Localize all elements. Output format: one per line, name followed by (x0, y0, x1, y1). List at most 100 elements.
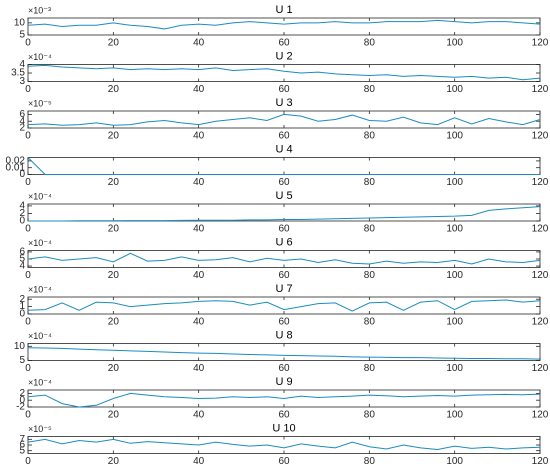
y-exponent: ×10⁻⁴ (28, 52, 52, 62)
y-tick-label: 7 (19, 434, 25, 445)
x-tick-label: 0 (25, 317, 31, 328)
y-tick-label: 0.02 (6, 156, 26, 167)
x-tick-label: 80 (364, 131, 376, 142)
x-tick-label: 100 (446, 38, 463, 49)
y-exponent: ×10⁻⁴ (28, 377, 52, 387)
y-tick-label: 4 (19, 116, 25, 127)
data-line (27, 438, 541, 451)
x-tick-label: 60 (278, 224, 290, 235)
x-tick-label: 40 (193, 224, 205, 235)
x-tick-label: 80 (364, 177, 376, 188)
x-tick-label: 20 (108, 38, 120, 49)
x-tick-label: 40 (193, 177, 205, 188)
x-tick-label: 0 (25, 363, 31, 374)
data-line (27, 392, 541, 408)
x-tick-label: 100 (446, 456, 463, 467)
y-tick-label: 5 (19, 254, 25, 265)
subplot-title: U 8 (275, 329, 292, 341)
y-tick-label: -2 (16, 402, 25, 413)
y-tick-label: 0 (19, 216, 25, 227)
y-tick-label: 6 (19, 247, 25, 258)
x-tick-label: 60 (278, 131, 290, 142)
data-line (27, 64, 541, 81)
x-tick-label: 100 (446, 84, 463, 95)
subplot-title: U 5 (275, 190, 292, 202)
x-tick-label: 120 (532, 270, 549, 281)
y-tick-label: 2 (19, 388, 25, 399)
y-tick-label: 0 (19, 169, 25, 180)
x-tick-label: 40 (193, 270, 205, 281)
y-tick-label: 6 (19, 109, 25, 120)
x-tick-label: 120 (532, 177, 549, 188)
x-tick-label: 20 (108, 317, 120, 328)
x-tick-label: 120 (532, 317, 549, 328)
x-tick-label: 20 (108, 456, 120, 467)
data-line (27, 252, 541, 265)
y-tick-label: 2 (19, 123, 25, 134)
x-tick-label: 40 (193, 363, 205, 374)
data-line (27, 299, 541, 312)
x-tick-label: 20 (108, 270, 120, 281)
x-tick-label: 120 (532, 131, 549, 142)
x-tick-label: 40 (193, 456, 205, 467)
x-tick-label: 80 (364, 38, 376, 49)
y-tick-label: 3.5 (11, 68, 25, 79)
y-tick-label: 4 (19, 59, 25, 70)
y-exponent: ×10⁻⁵ (28, 98, 52, 108)
y-tick-label: 0 (19, 395, 25, 406)
x-tick-label: 100 (446, 177, 463, 188)
x-tick-label: 0 (25, 270, 31, 281)
y-exponent: ×10⁻⁴ (28, 284, 52, 294)
x-tick-label: 40 (193, 131, 205, 142)
x-tick-label: 60 (278, 177, 290, 188)
data-line (27, 113, 541, 126)
y-tick-label: 4 (19, 261, 25, 272)
y-tick-label: 5 (19, 445, 25, 456)
y-exponent: ×10⁻⁴ (28, 191, 52, 201)
x-tick-label: 20 (108, 84, 120, 95)
x-tick-label: 0 (25, 456, 31, 467)
x-tick-label: 0 (25, 131, 31, 142)
subplot-title: U 3 (275, 97, 292, 109)
y-tick-label: 5 (19, 355, 25, 366)
y-exponent: ×10⁻⁵ (28, 424, 52, 434)
x-tick-label: 100 (446, 224, 463, 235)
data-line (28, 206, 541, 222)
x-tick-label: 100 (446, 270, 463, 281)
x-tick-label: 80 (364, 84, 376, 95)
subplot-title: U 2 (275, 50, 292, 62)
y-tick-label: 6 (19, 440, 25, 451)
x-tick-label: 0 (25, 224, 31, 235)
subplot-title: U 10 (272, 422, 295, 434)
x-tick-label: 80 (364, 410, 376, 421)
y-tick-label: 2 (19, 208, 25, 219)
x-tick-label: 80 (364, 317, 376, 328)
x-tick-label: 20 (108, 131, 120, 142)
data-line (27, 157, 540, 175)
x-tick-label: 0 (25, 38, 31, 49)
x-tick-label: 100 (446, 131, 463, 142)
x-tick-label: 0 (25, 177, 31, 188)
x-tick-label: 40 (193, 317, 205, 328)
x-tick-label: 60 (278, 456, 290, 467)
x-tick-label: 0 (25, 84, 31, 95)
x-tick-label: 80 (364, 224, 376, 235)
y-tick-label: 0.01 (6, 162, 26, 173)
y-tick-label: 1 (19, 301, 25, 312)
x-tick-label: 120 (532, 363, 549, 374)
x-tick-label: 80 (364, 270, 376, 281)
x-tick-label: 60 (278, 363, 290, 374)
x-tick-label: 100 (446, 317, 463, 328)
x-tick-label: 60 (278, 84, 290, 95)
x-tick-label: 0 (25, 410, 31, 421)
x-tick-label: 20 (108, 224, 120, 235)
y-tick-label: 3 (19, 76, 25, 87)
y-tick-label: 10 (14, 17, 26, 28)
x-tick-label: 120 (532, 38, 549, 49)
x-tick-label: 120 (532, 224, 549, 235)
subplot-title: U 1 (275, 4, 292, 16)
x-tick-label: 120 (532, 84, 549, 95)
x-tick-label: 60 (278, 38, 290, 49)
x-tick-label: 80 (364, 363, 376, 374)
